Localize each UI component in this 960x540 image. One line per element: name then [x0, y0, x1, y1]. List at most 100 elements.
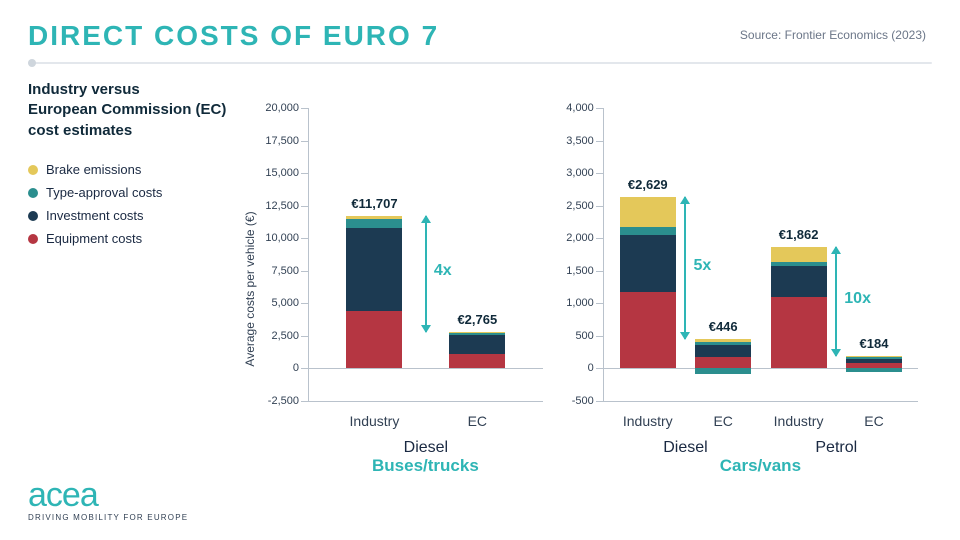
y-tick-label: -2,500	[268, 395, 309, 407]
plot-left: -2,50002,5005,0007,50010,00012,50015,000…	[308, 108, 543, 402]
bar-segment-investment	[620, 235, 676, 292]
bar-segment-brake	[846, 356, 902, 357]
category-label: Industry	[334, 413, 414, 429]
category-label: EC	[437, 413, 517, 429]
category-label: Industry	[608, 413, 688, 429]
y-tick-label: 1,000	[566, 297, 604, 309]
bar-segment-type_approval	[449, 333, 505, 334]
bar-segment-type_approval	[620, 227, 676, 235]
slide: DIRECT COSTS OF EURO 7 Source: Frontier …	[0, 0, 960, 540]
bar-segment-type_approval	[771, 262, 827, 265]
y-tick-label: 3,500	[566, 135, 604, 147]
bar-total-label: €184	[834, 336, 914, 351]
logo-tagline: DRIVING MOBILITY FOR EUROPE	[28, 513, 188, 522]
y-tick-label: 500	[575, 330, 603, 342]
legend-label: Equipment costs	[46, 231, 142, 246]
legend-label: Type-approval costs	[46, 185, 162, 200]
multiplier-arrow	[684, 197, 686, 339]
legend-item: Type-approval costs	[28, 185, 162, 200]
legend: Brake emissions Type-approval costs Invest…	[28, 162, 162, 254]
bar-segment-investment	[695, 345, 751, 357]
logo: acea DRIVING MOBILITY FOR EUROPE	[28, 482, 188, 522]
y-tick-label: 20,000	[265, 102, 309, 114]
bar-segment-brake	[695, 339, 751, 342]
subtitle: Industry versusEuropean Commission (EC)c…	[28, 80, 258, 141]
bar	[771, 108, 827, 401]
bar-segment-brake	[449, 332, 505, 333]
divider	[28, 62, 932, 64]
bar-segment-equipment	[771, 297, 827, 369]
chart-cars-vans: -500 0 500 1,000 1,500 2,000 2,500 3,000 3,500 4,…	[555, 98, 930, 480]
legend-swatch	[28, 188, 38, 198]
chart-buses-trucks: Average costs per vehicle (€) -2,50002,5…	[260, 98, 555, 480]
multiplier-label: 10x	[844, 290, 871, 308]
source-citation: Source: Frontier Economics (2023)	[740, 28, 926, 42]
legend-item: Equipment costs	[28, 231, 162, 246]
group-label: Diesel	[608, 439, 763, 457]
multiplier-arrow	[425, 216, 427, 332]
y-tick-label: 0	[588, 362, 604, 374]
bar	[449, 108, 505, 401]
bar	[620, 108, 676, 401]
bar-segment-type_approval	[695, 342, 751, 345]
y-tick-label: 5,000	[271, 297, 309, 309]
bar-segment-investment	[771, 266, 827, 297]
legend-item: Investment costs	[28, 208, 162, 223]
bar-total-label: €1,862	[759, 227, 839, 242]
bar-segment-type_approval	[346, 219, 402, 228]
y-tick-label: 2,000	[566, 232, 604, 244]
bar-segment-brake	[346, 216, 402, 219]
y-tick-label: -500	[572, 395, 604, 407]
group-label: Diesel	[334, 439, 517, 457]
bar	[846, 108, 902, 401]
bar-segment-equipment	[695, 357, 751, 369]
bar-segment-brake	[771, 247, 827, 262]
logo-text: acea	[28, 482, 188, 509]
group-label: Petrol	[759, 439, 914, 457]
legend-label: Investment costs	[46, 208, 144, 223]
bar	[695, 108, 751, 401]
y-tick-label: 10,000	[265, 232, 309, 244]
y-tick-label: 0	[293, 362, 309, 374]
bar-total-label: €2,629	[608, 177, 688, 192]
y-tick-label: 12,500	[265, 200, 309, 212]
plot-right: -50005001,0001,5002,0002,5003,0003,5004,…	[603, 108, 918, 402]
legend-item: Brake emissions	[28, 162, 162, 177]
multiplier-arrow	[835, 247, 837, 356]
y-tick-label: 2,500	[566, 200, 604, 212]
bar-segment-brake	[620, 197, 676, 227]
legend-swatch	[28, 165, 38, 175]
y-tick-label: 3,000	[566, 167, 604, 179]
bar-total-label: €11,707	[334, 196, 414, 211]
y-tick-label: 2,500	[271, 330, 309, 342]
bar	[346, 108, 402, 401]
legend-swatch	[28, 211, 38, 221]
bar-segment-investment	[346, 228, 402, 311]
category-label: Industry	[759, 413, 839, 429]
y-tick-label: 15,000	[265, 167, 309, 179]
bar-segment-negative	[695, 368, 751, 374]
y-tick-label: 7,500	[271, 265, 309, 277]
bar-segment-investment	[846, 359, 902, 364]
bar-total-label: €2,765	[437, 312, 517, 327]
y-tick-label: 1,500	[566, 265, 604, 277]
bar-segment-negative	[846, 368, 902, 372]
bar-total-label: €446	[683, 319, 763, 334]
multiplier-label: 5x	[693, 257, 711, 275]
chart-title-right: Cars/vans	[603, 456, 918, 476]
bar-segment-equipment	[620, 292, 676, 369]
y-tick-label: 17,500	[265, 135, 309, 147]
bar-segment-equipment	[449, 354, 505, 368]
legend-label: Brake emissions	[46, 162, 141, 177]
category-label: EC	[683, 413, 763, 429]
category-label: EC	[834, 413, 914, 429]
legend-swatch	[28, 234, 38, 244]
y-axis-label: Average costs per vehicle (€)	[243, 211, 257, 366]
bar-segment-type_approval	[846, 357, 902, 358]
y-tick-label: 4,000	[566, 102, 604, 114]
chart-title-left: Buses/trucks	[308, 456, 543, 476]
multiplier-label: 4x	[434, 262, 452, 280]
bar-segment-equipment	[346, 311, 402, 368]
bar-segment-investment	[449, 335, 505, 355]
charts-area: Average costs per vehicle (€) -2,50002,5…	[260, 98, 930, 480]
